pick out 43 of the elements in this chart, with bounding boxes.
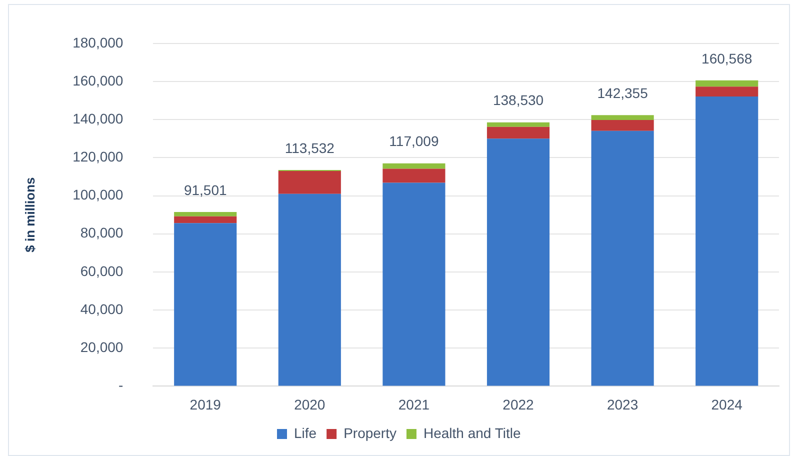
y-tick-label: 100,000 (72, 186, 124, 203)
x-tick-label: 2019 (190, 396, 222, 412)
x-tick-label: 2021 (398, 396, 430, 412)
y-tick-label: 60,000 (80, 262, 124, 279)
y-tick-label: 120,000 (72, 148, 124, 165)
bar (591, 120, 654, 131)
bar (278, 171, 341, 194)
bar (696, 80, 758, 87)
y-tick-label: 80,000 (80, 224, 124, 241)
bar (382, 182, 446, 386)
x-tick-label: 2024 (711, 396, 743, 412)
bar (486, 126, 550, 139)
x-tick-label: 2020 (294, 396, 326, 412)
bar (174, 216, 237, 224)
y-tick-label: 140,000 (72, 110, 124, 126)
total-label: 138,530 (492, 92, 544, 108)
x-tick-label: 2022 (502, 396, 534, 412)
x-tick-label: 2023 (606, 396, 638, 412)
y-tick-label: 40,000 (80, 300, 124, 317)
bar (591, 115, 654, 120)
bar (174, 223, 237, 386)
bar (486, 138, 550, 386)
bar (486, 122, 550, 127)
total-label: 113,532 (284, 140, 335, 156)
bar (591, 130, 654, 386)
legend-label: Property (344, 424, 396, 441)
total-label: 142,355 (597, 84, 648, 101)
legend-label: Health and Title (423, 424, 521, 441)
y-tick-label: 160,000 (72, 72, 124, 88)
total-label: 117,009 (389, 133, 439, 150)
bar (696, 96, 758, 386)
bar (696, 86, 758, 97)
total-label: 91,501 (184, 182, 227, 198)
bar (174, 212, 237, 216)
bar (278, 194, 341, 386)
legend-label: Life (294, 424, 317, 441)
total-label: 160,568 (702, 50, 752, 66)
y-tick-label: 20,000 (80, 338, 124, 355)
bar (382, 163, 446, 169)
y-axis-title: $ in millions (22, 177, 38, 252)
y-tick-label: 180,000 (72, 34, 124, 50)
y-tick-label: - (118, 377, 124, 394)
bar (382, 168, 446, 183)
